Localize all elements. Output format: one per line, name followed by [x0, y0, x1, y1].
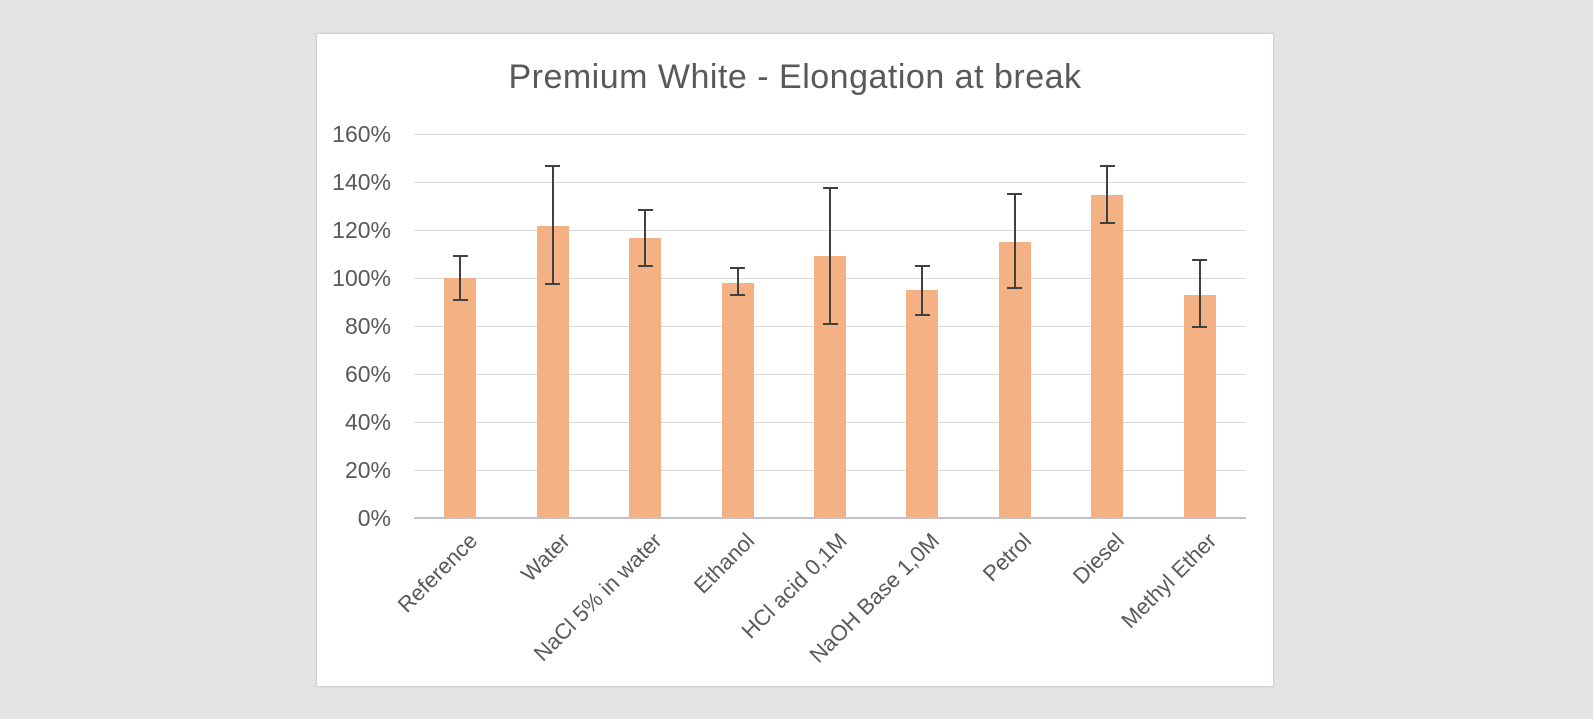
bar[interactable] [1091, 195, 1124, 517]
y-axis-tick-label[interactable]: 160% [332, 121, 391, 147]
error-bar[interactable] [829, 188, 831, 324]
error-bar-cap [1099, 165, 1115, 168]
error-bar-cap [730, 267, 746, 270]
y-axis-tick-label[interactable]: 140% [332, 169, 391, 195]
error-bar-cap [452, 298, 468, 301]
error-bar[interactable] [1013, 194, 1016, 288]
x-axis-category-label-text: Water [515, 528, 575, 587]
error-bar-cap [545, 283, 561, 285]
y-axis-tick-label[interactable]: 20% [344, 457, 391, 483]
error-bar-cap [1007, 286, 1023, 289]
x-axis-category-label-text: Methyl Ether [1116, 528, 1222, 634]
error-bar[interactable] [644, 209, 647, 266]
bar[interactable] [629, 238, 662, 517]
error-bar[interactable] [921, 266, 924, 316]
bar[interactable] [906, 290, 939, 517]
error-bar-cap [452, 255, 468, 258]
error-bar-cap [914, 314, 930, 317]
error-bar-cap [545, 165, 561, 168]
error-bar-cap [1192, 259, 1208, 261]
x-axis-category-label-text: Diesel [1068, 528, 1130, 589]
y-gridline [414, 182, 1246, 183]
error-bar-cap [730, 293, 746, 296]
error-bar-cap [1192, 326, 1208, 329]
y-axis-tick-label[interactable]: 0% [357, 505, 391, 531]
bar[interactable] [444, 278, 477, 517]
bar[interactable] [1183, 294, 1216, 517]
y-axis-tick-label[interactable]: 40% [344, 409, 391, 435]
error-bar[interactable] [551, 166, 554, 284]
error-bar-cap [637, 208, 653, 211]
x-axis-category-label-text: Petrol [978, 528, 1037, 587]
error-bar-cap [1099, 221, 1115, 224]
error-bar-cap [914, 265, 930, 267]
y-axis-tick-label[interactable]: 100% [332, 265, 391, 291]
error-bar[interactable] [459, 256, 462, 300]
error-bar-cap [822, 322, 838, 325]
y-axis-tick-label[interactable]: 120% [332, 217, 391, 243]
error-bar-cap [822, 187, 838, 189]
y-axis-tick-label[interactable]: 60% [344, 361, 391, 387]
y-gridline [414, 134, 1246, 135]
x-axis-category-label-text: Ethanol [688, 528, 760, 599]
chart-panel[interactable]: Premium White - Elongation at break 0% 20… [316, 33, 1274, 687]
x-axis-line [414, 517, 1246, 519]
x-axis-category-label-text: Reference [392, 528, 482, 618]
error-bar[interactable] [736, 268, 739, 295]
bar[interactable] [721, 282, 754, 517]
error-bar-cap [1007, 193, 1023, 195]
error-bar-cap [637, 265, 653, 267]
error-bar[interactable] [1106, 166, 1109, 223]
y-axis-tick-label[interactable]: 80% [344, 313, 391, 339]
chart-title[interactable]: Premium White - Elongation at break [508, 58, 1082, 96]
error-bar[interactable] [1198, 260, 1201, 328]
